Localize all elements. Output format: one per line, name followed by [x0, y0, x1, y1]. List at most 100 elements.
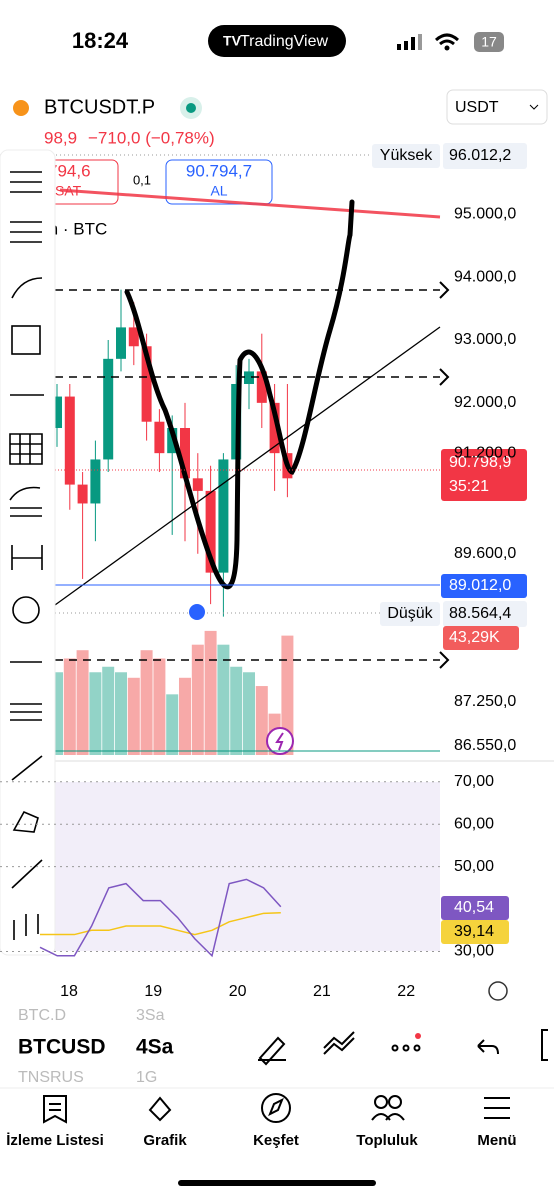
nav-label[interactable]: Topluluk	[356, 1132, 418, 1149]
rsi-tick-label: 30,00	[454, 943, 494, 960]
row3-interval: 1G	[136, 1069, 157, 1086]
battery	[474, 32, 504, 52]
y-tick-label: 93.000,0	[454, 331, 516, 348]
x-tick-label: 22	[397, 983, 415, 1000]
candle-body	[77, 484, 88, 504]
rsi-tick-label: 50,00	[454, 858, 494, 875]
candle-body	[64, 396, 75, 485]
candle-body	[90, 459, 101, 504]
flash-bolt	[275, 732, 284, 751]
y-tick-label: 86.550,0	[454, 737, 516, 754]
volume-bar	[153, 658, 166, 755]
rsi-value: 40,54	[454, 899, 494, 916]
rsi-tick-label: 70,00	[454, 773, 494, 790]
time: 18:24	[72, 28, 129, 53]
nav-label[interactable]: İzleme Listesi	[6, 1132, 104, 1149]
app-name: TradingView	[240, 33, 328, 50]
nav-label[interactable]: Keşfet	[253, 1132, 299, 1149]
rsi-tick-label: 60,00	[454, 815, 494, 832]
volume-bar	[255, 686, 268, 755]
buy-label: AL	[210, 183, 227, 199]
freehand-drawing	[124, 199, 355, 590]
row1-interval: 3Sa	[136, 1007, 165, 1024]
notify-dot	[415, 1033, 421, 1039]
x-tick-label: 18	[60, 983, 78, 1000]
volume-bar	[89, 672, 102, 755]
currency-select[interactable]	[446, 89, 548, 125]
low-label: Düşük	[387, 605, 433, 622]
volume-bar	[166, 694, 179, 755]
y-tick-label: 94.000,0	[454, 268, 516, 285]
y-tick-label: 91.200,0	[454, 444, 516, 461]
candle-body	[128, 327, 139, 347]
x-tick-label: 20	[229, 983, 247, 1000]
y-tick-label: 95.000,0	[454, 205, 516, 222]
candle-body	[205, 490, 216, 573]
candle-body	[103, 358, 114, 460]
pair: m · BTC	[44, 219, 107, 238]
nav-label[interactable]: Grafik	[143, 1132, 187, 1149]
candle-body	[256, 371, 267, 403]
settings-icon[interactable]	[488, 981, 508, 1001]
candle-body	[218, 459, 229, 573]
row3-symbol: TNSRUS	[18, 1069, 84, 1086]
volume-bar	[63, 658, 76, 755]
home-indicator	[178, 1180, 376, 1186]
coin-icon	[13, 100, 29, 116]
volume-bar	[127, 677, 140, 755]
signal	[397, 34, 422, 50]
x-tick-label: 19	[144, 983, 162, 1000]
arrow-heads	[439, 281, 450, 669]
x-tick-label: 21	[313, 983, 331, 1000]
high-value: 96.012,2	[449, 147, 511, 164]
last-value: 90.798,9	[449, 454, 511, 471]
trend-line	[54, 326, 441, 606]
volume-box	[443, 626, 519, 650]
candle-body	[244, 371, 254, 384]
candle-body	[192, 478, 203, 491]
y-tick-label: 92.000,0	[454, 394, 516, 411]
volume-bar	[76, 650, 89, 755]
candle-body	[269, 402, 280, 454]
candle-body	[116, 327, 126, 359]
volume-bar	[230, 666, 243, 755]
low-tag	[380, 602, 440, 626]
event-icon[interactable]	[189, 604, 205, 620]
rsi-ma-line	[40, 911, 281, 936]
candle-body	[154, 421, 165, 454]
chart-interval[interactable]: 4Sa	[136, 1036, 174, 1059]
volume-bar	[115, 672, 127, 755]
plot	[51, 289, 294, 755]
chart-tools[interactable]	[258, 1029, 548, 1066]
candle-body	[167, 428, 178, 454]
symbol[interactable]: BTCUSDT.P	[44, 96, 155, 118]
wifi	[434, 33, 460, 46]
y-tick-label: 89.600,0	[454, 545, 516, 562]
change: −710,0 (−0,78%)	[88, 128, 215, 147]
spread: 0,1	[133, 172, 151, 187]
volume-bar	[281, 635, 294, 755]
candle-body	[180, 428, 190, 479]
volume-bar	[191, 644, 204, 755]
volume-bar	[243, 672, 255, 755]
ma-box	[441, 920, 509, 944]
nav-label[interactable]: Menü	[477, 1132, 516, 1149]
volume-bar	[204, 630, 217, 755]
low-value: 88.564,4	[449, 605, 511, 622]
volume-bar	[217, 644, 230, 755]
chart-symbol[interactable]: BTCUSD	[18, 1036, 106, 1059]
nav-icons	[43, 1093, 510, 1124]
last-timer: 35:21	[449, 478, 489, 495]
last-partial: 98,9	[44, 128, 77, 147]
high-value-box	[443, 143, 527, 169]
candle-body	[52, 396, 62, 429]
rsi-line	[39, 878, 282, 958]
low-value-box	[443, 601, 527, 627]
volume-bar	[140, 650, 153, 755]
row1-symbol: BTC.D	[18, 1007, 66, 1024]
volume-value: 43,29K	[449, 629, 500, 646]
buy-button[interactable]	[165, 159, 273, 205]
high-tag	[372, 144, 440, 168]
wifi-dot	[444, 45, 450, 51]
chevron	[529, 104, 539, 110]
